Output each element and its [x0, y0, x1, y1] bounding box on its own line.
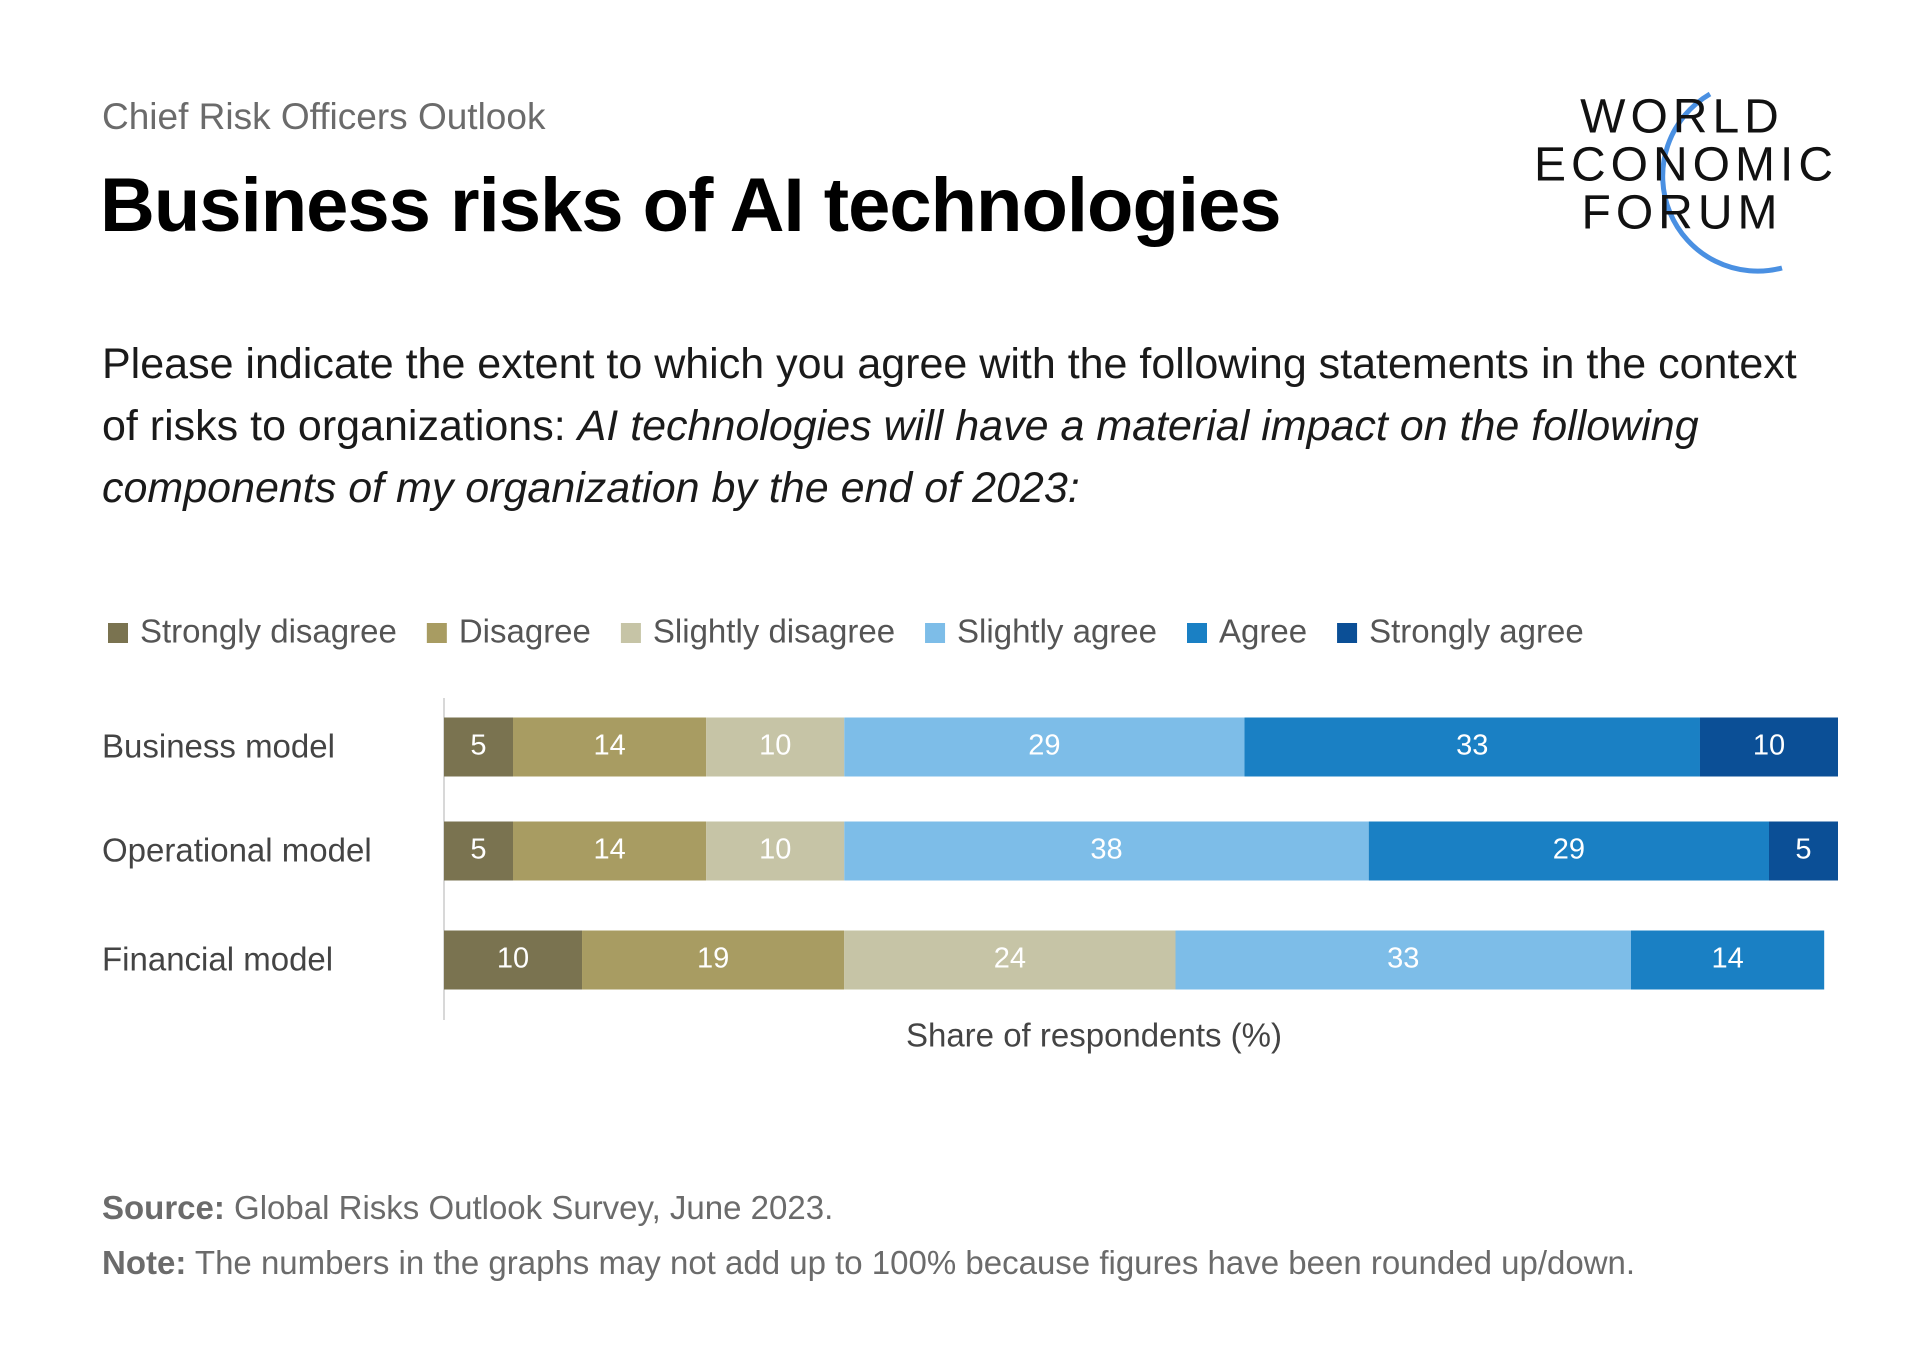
bar-segment — [1768, 821, 1838, 881]
bar-segment — [513, 717, 707, 777]
legend-swatch — [925, 623, 946, 643]
question: Please indicate the extent to which you … — [102, 333, 1842, 519]
value-label: 14 — [593, 730, 625, 762]
bar-segment — [706, 821, 845, 881]
bar-segment — [582, 930, 845, 990]
value-label: 10 — [1753, 730, 1785, 762]
logo: WORLD ECONOMIC FORUM — [1534, 91, 1838, 274]
value-label: 14 — [1711, 943, 1743, 975]
category-label: Financial model — [102, 941, 333, 978]
bar-segment — [844, 821, 1369, 881]
bar-segment — [1699, 717, 1838, 777]
category-label: Operational model — [102, 832, 372, 869]
legend-swatch — [1337, 623, 1358, 643]
legend-label: Strongly agree — [1369, 613, 1584, 650]
source: Source: Global Risks Outlook Survey, Jun… — [102, 1180, 1635, 1235]
x-axis-label: Share of respondents (%) — [906, 1017, 1282, 1054]
bar-segment — [513, 821, 707, 881]
value-label: 5 — [470, 730, 486, 762]
value-label: 10 — [497, 943, 529, 975]
chart: Strongly disagree Disagree Slightly disagr… — [102, 613, 1838, 1054]
value-label: 5 — [470, 834, 486, 866]
bar-segment — [444, 717, 514, 777]
logo-text: WORLD — [1580, 91, 1784, 144]
subtitle: Please indicate the extent to which you … — [102, 340, 1797, 450]
value-label: 33 — [1387, 943, 1419, 975]
bar-segment — [1244, 717, 1700, 777]
legend-swatch — [1187, 623, 1207, 643]
legend-label: Strongly disagree — [140, 613, 397, 650]
source-text: Global Risks Outlook Survey, June 2023. — [234, 1189, 834, 1226]
bar-segment — [844, 717, 1245, 777]
note-label: Note: — [102, 1244, 187, 1281]
legend-label: Slightly disagree — [653, 613, 895, 650]
value-label: 29 — [1553, 834, 1585, 866]
legend-swatch — [108, 623, 128, 643]
bar-segment — [444, 930, 583, 990]
supertitle: Chief Risk Officers Outlook — [102, 96, 546, 137]
legend-label: Slightly agree — [957, 613, 1157, 650]
bar-segment — [706, 717, 845, 777]
legend-label: Agree — [1219, 613, 1307, 650]
legend-label: Disagree — [459, 613, 591, 650]
bar-segment — [1175, 930, 1631, 990]
value-label: 10 — [759, 834, 791, 866]
value-label: 19 — [697, 943, 729, 975]
bar-segment — [1368, 821, 1769, 881]
logo-text: FORUM — [1582, 187, 1783, 240]
value-label: 10 — [759, 730, 791, 762]
logo-text: ECONOMIC — [1534, 139, 1838, 192]
value-label: 38 — [1090, 834, 1122, 866]
category-label: Business model — [102, 728, 335, 765]
value-label: 5 — [1795, 834, 1811, 866]
legend-swatch — [620, 623, 641, 643]
subtitle-italic: AI technologies will have a material imp… — [102, 402, 1699, 512]
value-label: 29 — [1028, 730, 1060, 762]
bar-segment — [844, 930, 1176, 990]
value-label: 33 — [1456, 730, 1488, 762]
source-label: Source: — [102, 1189, 225, 1226]
note: Note: The numbers in the graphs may not … — [102, 1235, 1635, 1290]
bar-segment — [444, 821, 514, 881]
value-label: 24 — [994, 943, 1026, 975]
value-label: 14 — [593, 834, 625, 866]
logo-arc — [1660, 91, 1783, 274]
footer: Source: Global Risks Outlook Survey, Jun… — [102, 1180, 1635, 1290]
note-text: The numbers in the graphs may not add up… — [194, 1244, 1636, 1281]
title: Business risks of AI technologies — [100, 163, 1282, 248]
legend-swatch — [426, 623, 447, 643]
bar-segment — [1630, 930, 1825, 990]
